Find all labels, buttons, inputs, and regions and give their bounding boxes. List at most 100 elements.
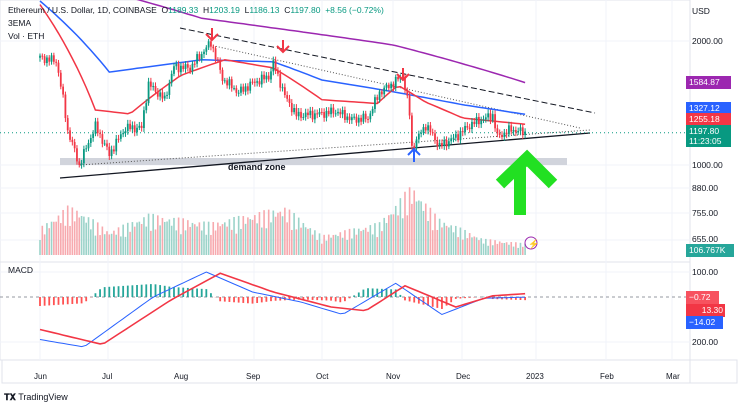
candle-body (475, 116, 478, 125)
price-tick: 1000.00 (692, 160, 723, 170)
macd-line (39, 271, 526, 348)
volume-bar (441, 227, 443, 255)
candle-body (80, 163, 83, 166)
volume-bar (247, 217, 249, 255)
candle-body (71, 139, 74, 143)
volume-bar (323, 234, 325, 255)
volume-bar (307, 228, 309, 255)
volume-bar (69, 225, 71, 255)
candle-body (163, 95, 166, 99)
red-down-arrow-icon (205, 28, 219, 42)
time-tick: Dec (456, 372, 471, 381)
volume-bar (478, 240, 480, 255)
macd-histogram-bar (251, 297, 254, 304)
volume-bar (196, 226, 198, 255)
macd-indicator-label[interactable]: MACD (8, 265, 34, 275)
volume-bar (177, 217, 180, 255)
macd-histogram-bar (136, 285, 138, 297)
candle-body (415, 139, 418, 149)
volume-bar (413, 190, 416, 255)
volume-bar (394, 205, 397, 255)
ema-indicator-label[interactable]: 3EMA (8, 18, 32, 28)
volume-bar (388, 215, 390, 255)
candle-body (131, 125, 134, 130)
candle-body (159, 92, 162, 97)
macd-histogram-bar (320, 297, 323, 301)
volume-bar (355, 234, 358, 255)
candle-body (66, 118, 69, 131)
close-label: C (284, 5, 291, 15)
volume-bar (131, 222, 134, 255)
volume-bar (249, 219, 252, 255)
candle-body (406, 90, 409, 96)
candle-body (263, 74, 265, 80)
signal-badge: 13.30 (686, 304, 725, 317)
volume-bar (80, 215, 83, 255)
candle-body (512, 130, 515, 132)
volume-bar (126, 222, 129, 255)
volume-bar (168, 219, 171, 255)
candle-body (76, 148, 78, 162)
tradingview-logo[interactable]: 𝐓𝐗 TradingView (4, 392, 68, 403)
candle-body (233, 88, 235, 90)
volume-bar (510, 242, 513, 255)
candle-body (175, 63, 178, 67)
candle-body (283, 87, 286, 96)
candle-body (59, 72, 62, 87)
candle-body (302, 116, 305, 118)
macd-badge: −0.72 (686, 291, 719, 304)
candle-body (397, 76, 399, 80)
volume-bar (258, 212, 261, 255)
candle-body (293, 107, 295, 113)
volume-bar (505, 242, 508, 255)
volume-bar (270, 222, 272, 255)
candle-body (48, 57, 51, 62)
volume-bar (284, 207, 286, 255)
candle-body (346, 116, 349, 120)
candle-body (94, 121, 97, 134)
candle-body (64, 94, 67, 119)
candle-body (466, 125, 469, 128)
volume-bar (43, 234, 46, 255)
candle-body (487, 113, 490, 118)
volume-bar (399, 198, 402, 255)
macd-histogram-bar (357, 292, 360, 297)
volume-bar (297, 217, 300, 255)
last-price: 1197.80 (689, 126, 720, 136)
volume-bar (376, 237, 379, 255)
price-tick: 880.00 (692, 183, 718, 193)
macd-histogram-bar (380, 288, 383, 297)
volume-bar (55, 221, 57, 255)
candle-body (524, 131, 526, 136)
volume-bar (180, 234, 182, 255)
volume-indicator-label[interactable]: Vol · ETH (8, 31, 45, 41)
tv-logo-icon: 𝐓𝐗 (4, 392, 16, 402)
signal-line (39, 272, 526, 345)
volume-bar (489, 239, 492, 255)
volume-bar (39, 240, 41, 255)
candle-body (498, 133, 501, 135)
macd-histogram-bar (200, 288, 203, 297)
macd-histogram-bar (168, 286, 171, 297)
macd-histogram-bar (505, 297, 508, 300)
volume-bar (87, 217, 90, 255)
volume-bar (265, 228, 268, 255)
symbol-title: Ethereum / U.S. Dollar, 1D, COINBASE (8, 5, 157, 15)
candle-body (103, 143, 106, 145)
macd-histogram-bar (390, 289, 393, 297)
candle-body (115, 138, 118, 152)
candle-body (454, 134, 457, 138)
candle-body (274, 60, 277, 71)
volume-bar (367, 231, 369, 255)
volume-bar (512, 246, 515, 255)
volume-bar (57, 215, 60, 255)
candle-body (43, 56, 46, 64)
candle-body (244, 86, 247, 92)
candle-body (85, 148, 88, 150)
candle-body (281, 87, 284, 89)
macd-tick: 100.00 (692, 267, 718, 277)
volume-bar (401, 218, 404, 255)
macd-histogram-bar (371, 288, 374, 297)
